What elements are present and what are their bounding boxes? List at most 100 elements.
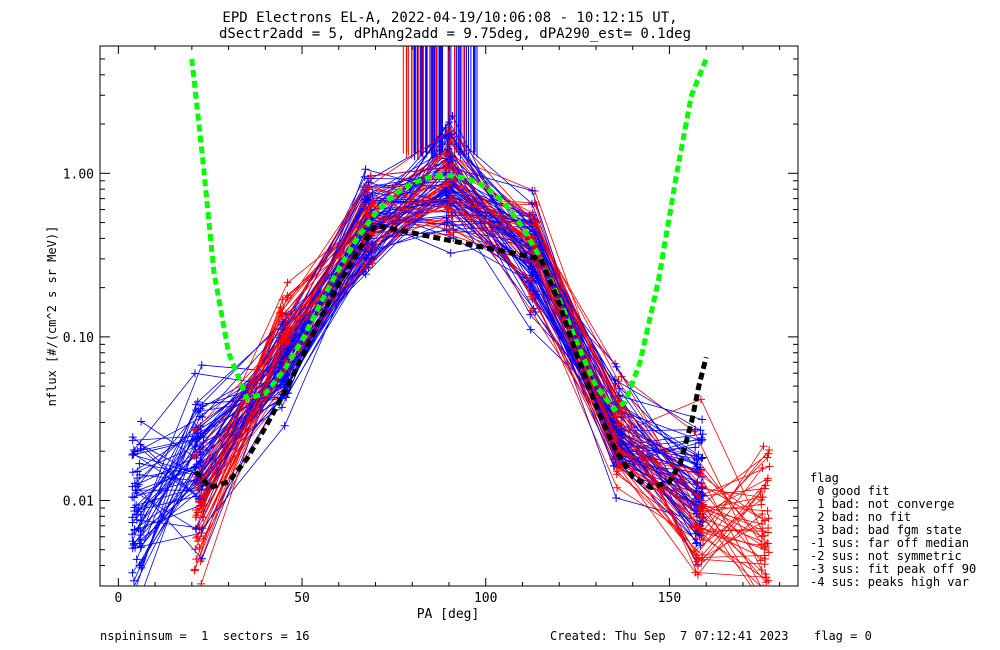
data-point-marker — [764, 449, 773, 458]
data-point-marker — [696, 426, 705, 435]
data-point-marker — [695, 470, 704, 479]
x-tick-label: 100 — [474, 591, 497, 606]
data-point-marker — [445, 126, 454, 135]
data-point-marker — [446, 249, 455, 258]
data-point-marker — [362, 195, 371, 204]
data-point-marker — [280, 421, 289, 430]
fit-curve-black — [193, 222, 709, 491]
data-point-marker — [699, 500, 708, 509]
data-point-marker — [615, 384, 624, 393]
data-point-marker — [197, 504, 206, 513]
data-point-marker — [365, 212, 374, 221]
data-point-marker — [611, 412, 620, 421]
data-point-marker — [533, 223, 542, 232]
data-point-marker — [133, 486, 142, 495]
data-point-marker — [527, 306, 536, 315]
data-point-marker — [527, 271, 536, 280]
data-point-marker — [190, 452, 199, 461]
legend-item: 0 good fit — [810, 484, 889, 498]
data-point-marker — [697, 517, 706, 526]
data-point-marker — [764, 576, 773, 585]
data-point-marker — [277, 308, 286, 317]
data-point-marker — [199, 513, 208, 522]
data-point-marker — [192, 525, 201, 534]
data-point-marker — [128, 537, 137, 546]
footer-spin-info: nspininsum = 1 sectors = 16 — [100, 629, 310, 643]
data-point-marker — [192, 453, 201, 462]
data-point-marker — [283, 278, 292, 287]
data-line — [199, 231, 769, 581]
data-point-marker — [764, 539, 773, 548]
x-axis-label: PA [deg] — [417, 607, 480, 622]
data-point-marker — [368, 197, 377, 206]
data-point-marker — [528, 186, 537, 195]
data-point-marker — [696, 505, 705, 514]
legend-item: -2 sus: not symmetric — [810, 549, 962, 563]
data-point-marker — [441, 202, 450, 211]
data-line — [133, 217, 703, 451]
data-point-marker — [449, 233, 458, 242]
data-point-marker — [612, 493, 621, 502]
data-point-marker — [697, 466, 706, 475]
data-point-marker — [448, 111, 457, 120]
legend-item: 2 bad: no fit — [810, 510, 911, 524]
y-tick-label: 0.01 — [63, 494, 94, 509]
data-line — [194, 215, 763, 571]
data-point-marker — [277, 403, 286, 412]
data-point-marker — [195, 486, 204, 495]
data-point-marker — [281, 356, 290, 365]
data-point-marker — [128, 568, 137, 577]
data-point-marker — [278, 312, 287, 321]
legend-item: -4 sus: peaks high var — [810, 575, 969, 589]
chart-title: EPD Electrons EL-A, 2022-04-19/10:06:08 … — [222, 10, 677, 26]
data-point-marker — [441, 187, 450, 196]
data-point-marker — [698, 514, 707, 523]
data-point-marker — [135, 539, 144, 548]
legend-header: flag — [810, 471, 839, 485]
y-tick-label: 0.10 — [63, 331, 94, 346]
data-point-marker — [195, 412, 204, 421]
data-point-marker — [137, 417, 146, 426]
data-point-marker — [761, 554, 770, 563]
data-point-marker — [128, 451, 137, 460]
data-point-marker — [129, 576, 138, 585]
data-point-marker — [130, 493, 139, 502]
data-point-marker — [759, 442, 768, 451]
data-point-marker — [613, 467, 622, 476]
data-point-marker — [137, 516, 146, 525]
data-point-marker — [132, 501, 141, 510]
data-point-marker — [757, 565, 766, 574]
data-line — [194, 176, 769, 533]
data-point-marker — [366, 171, 375, 180]
data-line — [198, 160, 767, 578]
data-point-marker — [193, 398, 202, 407]
data-point-marker — [191, 426, 200, 435]
data-point-marker — [761, 481, 770, 490]
data-point-marker — [129, 594, 137, 602]
saturated-bins — [402, 46, 478, 161]
data-line — [134, 198, 698, 548]
data-point-marker — [191, 513, 200, 522]
data-point-marker — [190, 566, 199, 575]
data-point-marker — [528, 292, 537, 301]
data-point-marker — [197, 361, 206, 370]
y-tick-label: 1.00 — [63, 167, 94, 182]
data-point-marker — [610, 382, 619, 391]
data-point-marker — [764, 528, 773, 537]
data-point-marker — [135, 459, 144, 468]
chart-subtitle: dSectr2add = 5, dPhAng2add = 9.75deg, dP… — [219, 26, 691, 42]
data-line — [195, 200, 762, 586]
data-point-marker — [360, 172, 369, 181]
axes: 0 50 100 150 0.01 0.10 1.00 — [63, 45, 798, 606]
data-point-marker — [698, 415, 707, 424]
data-point-marker — [368, 188, 377, 197]
data-point-marker — [763, 476, 772, 485]
data-point-marker — [135, 596, 143, 604]
data-line — [195, 205, 755, 586]
x-tick-label: 150 — [658, 591, 681, 606]
data-point-marker — [128, 513, 137, 522]
data-point-marker — [133, 467, 142, 476]
data-point-marker — [131, 585, 133, 586]
data-point-marker — [442, 213, 451, 222]
data-point-marker — [763, 506, 772, 515]
